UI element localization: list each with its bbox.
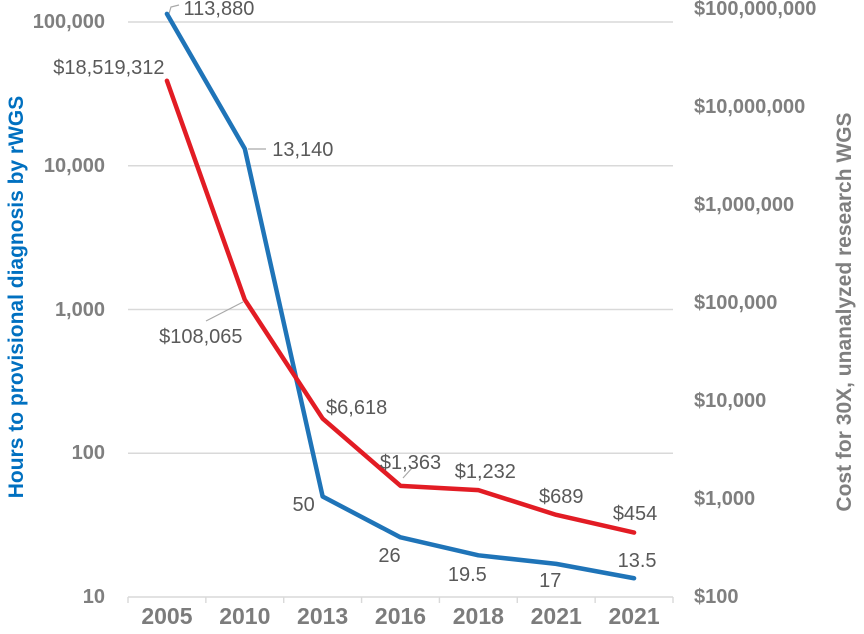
- cost-data-label: $689: [538, 485, 584, 508]
- y-right-tick-label: $1,000: [694, 488, 756, 510]
- right-axis-title: Cost for 30X, unanalyzed research WGS: [833, 112, 856, 512]
- cost-data-label: $454: [612, 502, 658, 525]
- hours-data-label: 50: [292, 493, 315, 516]
- hours-data-label: 113,880: [183, 0, 255, 20]
- y-left-tick-label: 10,000: [43, 154, 105, 177]
- y-right-tick-label: $100,000: [694, 292, 778, 314]
- cost-data-label: $18,519,312: [53, 56, 165, 79]
- x-tick-label: 2005: [141, 603, 193, 629]
- x-tick-label: 2016: [374, 603, 427, 629]
- cost-data-label: $6,618: [326, 396, 388, 419]
- x-tick-label: 2010: [219, 603, 271, 629]
- y-left-tick-label: 10: [82, 586, 105, 608]
- x-tick-label: 2013: [297, 603, 349, 629]
- x-tick-label: 2021: [608, 603, 660, 629]
- y-right-tick-label: $10,000: [694, 390, 767, 412]
- leader-line: [205, 301, 244, 322]
- y-right-tick-label: $10,000,000: [694, 96, 806, 118]
- hours-data-label: 26: [378, 545, 401, 568]
- y-left-tick-label: 100: [71, 442, 105, 465]
- y-left-tick-label: 100,000: [32, 11, 105, 33]
- y-right-tick-label: $1,000,000: [694, 194, 795, 216]
- cost-data-label: $1,232: [454, 461, 516, 484]
- y-right-tick-label: $100,000,000: [694, 0, 817, 20]
- hours-data-label: 19.5: [447, 564, 487, 587]
- hours-data-label: 13.5: [617, 550, 657, 573]
- x-tick-label: 2018: [452, 603, 504, 629]
- cost-data-label: $108,065: [159, 325, 243, 348]
- cost-line: [164, 78, 637, 535]
- hours-data-label: 13,140: [272, 138, 334, 161]
- hours-line: [164, 11, 637, 581]
- cost-data-label: $1,363: [379, 451, 442, 474]
- x-tick-label: 2021: [530, 603, 582, 629]
- hours-data-label: 17: [539, 569, 562, 592]
- y-right-tick-label: $100: [694, 586, 739, 608]
- y-left-tick-label: 1,000: [54, 298, 105, 321]
- leader-line: [402, 467, 413, 479]
